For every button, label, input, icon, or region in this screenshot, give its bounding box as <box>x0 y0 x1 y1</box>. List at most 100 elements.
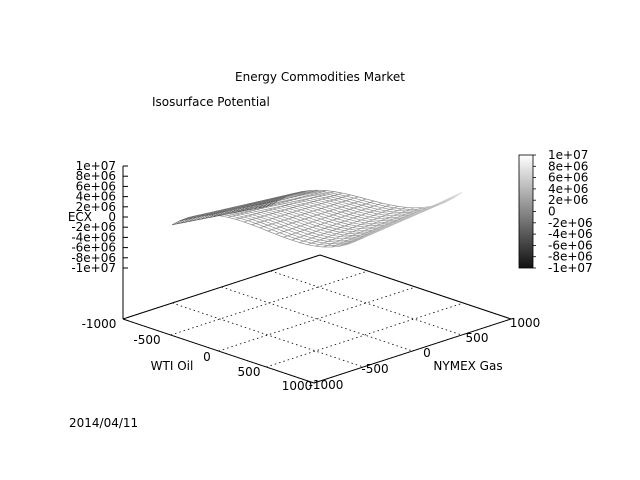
mesh-line <box>258 203 263 205</box>
mesh-line <box>321 198 330 202</box>
mesh-line <box>320 213 330 217</box>
mesh-line <box>256 216 261 219</box>
mesh-line <box>237 205 242 207</box>
mesh-line <box>216 209 221 212</box>
mesh-line <box>345 214 350 217</box>
mesh-line <box>296 210 306 214</box>
mesh-line <box>401 216 406 219</box>
mesh-line <box>244 211 249 214</box>
mesh-line <box>305 198 310 201</box>
mesh-line <box>269 197 274 200</box>
mesh-line <box>349 212 354 215</box>
mesh-line <box>289 194 295 196</box>
mesh-line <box>385 217 390 220</box>
mesh-line <box>315 244 320 247</box>
mesh-line <box>337 206 342 209</box>
mesh-line <box>287 235 296 239</box>
mesh-line <box>340 231 349 234</box>
mesh-line <box>252 213 257 216</box>
mesh-line <box>337 211 342 214</box>
mesh-line <box>333 198 339 201</box>
mesh-line <box>268 209 277 213</box>
mesh-line <box>312 232 321 236</box>
mesh-line <box>292 215 297 218</box>
mesh-line <box>352 222 361 225</box>
mesh-line <box>345 200 355 204</box>
mesh-line <box>252 205 258 208</box>
mesh-line <box>377 204 387 207</box>
mesh-line <box>284 208 290 211</box>
surface-mesh <box>172 189 462 248</box>
mesh-line <box>387 224 393 228</box>
mesh-line <box>305 203 314 207</box>
mesh-line <box>323 241 328 244</box>
mesh-line <box>384 223 390 226</box>
mesh-line <box>252 214 261 218</box>
mesh-line <box>329 205 338 209</box>
mesh-line <box>239 217 249 222</box>
mesh-line <box>253 201 258 204</box>
mesh-line <box>200 214 210 220</box>
mesh-line <box>256 208 261 210</box>
mesh-line <box>356 224 362 227</box>
mesh-line <box>249 204 255 207</box>
mesh-line <box>368 226 373 230</box>
mesh-line <box>192 216 197 219</box>
mesh-line <box>216 212 221 215</box>
mesh-line <box>335 237 345 240</box>
mesh-line <box>332 219 341 223</box>
mesh-line <box>237 210 243 213</box>
mesh-line <box>340 222 349 225</box>
mesh-line <box>329 209 334 212</box>
mesh-line <box>281 201 286 204</box>
mesh-line <box>196 215 206 221</box>
mesh-line <box>389 209 398 211</box>
mesh-line <box>256 213 265 217</box>
mesh-line <box>277 197 282 199</box>
mesh-line <box>416 210 421 214</box>
mesh-line <box>377 216 382 219</box>
mesh-line <box>449 197 454 200</box>
mesh-line <box>220 209 225 212</box>
mesh-line <box>369 200 375 203</box>
mesh-line <box>256 217 265 222</box>
mesh-line <box>220 211 225 214</box>
mesh-line <box>204 214 210 216</box>
mesh-line <box>176 219 185 225</box>
mesh-line <box>284 225 293 229</box>
mesh-line <box>303 240 312 244</box>
mesh-line <box>362 199 371 203</box>
mesh-line <box>393 217 398 220</box>
mesh-line <box>355 234 361 238</box>
mesh-line <box>437 203 442 206</box>
mesh-line <box>232 206 238 208</box>
mesh-line <box>347 240 352 244</box>
mesh-line <box>367 232 373 235</box>
mesh-line <box>340 227 349 230</box>
mesh-line <box>296 209 302 212</box>
mesh-line <box>344 230 353 233</box>
mesh-line <box>307 244 316 247</box>
mesh-line <box>328 214 334 217</box>
axes <box>122 166 512 384</box>
mesh-line <box>306 190 311 192</box>
mesh-line <box>361 203 367 206</box>
mesh-line <box>297 194 303 196</box>
mesh-line <box>321 202 326 204</box>
mesh-line <box>357 211 366 215</box>
mesh-line <box>288 218 297 222</box>
mesh-line <box>385 204 391 207</box>
chart-subtitle: Isosurface Potential <box>152 95 270 109</box>
mesh-line <box>213 215 218 218</box>
mesh-line <box>317 204 326 208</box>
mesh-line <box>305 206 310 209</box>
mesh-line <box>401 210 406 213</box>
mesh-line <box>245 203 250 205</box>
colorbar-tick-label: -1e+07 <box>548 261 593 275</box>
mesh-line <box>267 229 272 232</box>
mesh-line <box>281 195 287 197</box>
mesh-line <box>393 207 402 210</box>
mesh-line <box>232 209 241 211</box>
mesh-line <box>350 194 359 198</box>
mesh-line <box>374 200 383 204</box>
